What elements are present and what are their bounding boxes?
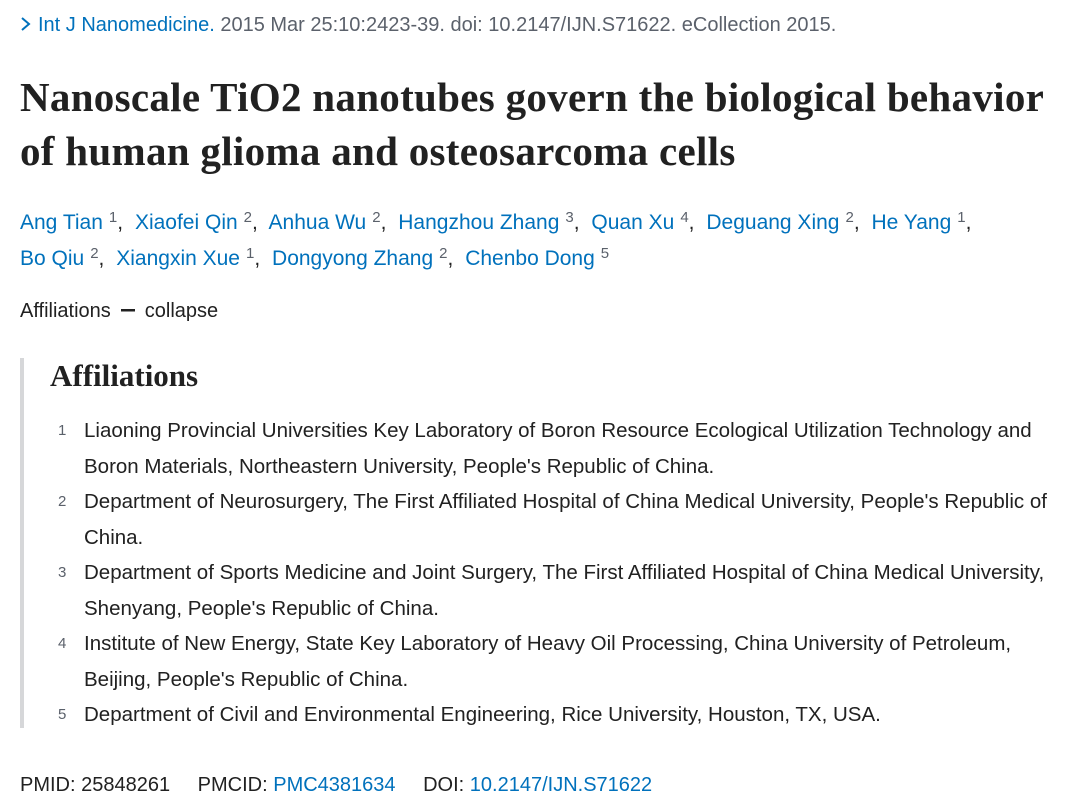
citation: Int J Nanomedicine. 2015 Mar 25:10:2423-… bbox=[20, 14, 836, 37]
toggle-action: collapse bbox=[144, 300, 219, 322]
author-affiliation-ref[interactable]: 2 bbox=[243, 209, 253, 226]
author-link[interactable]: Ang Tian bbox=[20, 211, 103, 234]
affiliation-text: Department of Civil and Environmental En… bbox=[84, 703, 881, 726]
affiliation-number: 2 bbox=[58, 493, 67, 510]
pmcid-label: PMCID: bbox=[197, 774, 268, 796]
author-affiliation-ref[interactable]: 2 bbox=[372, 209, 381, 226]
author-link[interactable]: Xiaofei Qin bbox=[134, 211, 238, 234]
minus-icon bbox=[120, 309, 135, 312]
affiliation-item: 2 Department of Neurosurgery, The First A… bbox=[24, 484, 1078, 555]
author: Quan Xu 4 bbox=[591, 209, 700, 234]
journal-link[interactable]: Int J Nanomedicine. bbox=[38, 14, 215, 36]
doi-link[interactable]: 10.2147/IJN.S71622 bbox=[469, 774, 653, 796]
author-list: Ang Tian 1 Xiaofei Qin 2 Anhua Wu 2 Hangzho… bbox=[20, 205, 1070, 277]
author: Xiaofei Qin 2 bbox=[134, 209, 264, 234]
affiliation-list: 1 Liaoning Provincial Universities Key La… bbox=[24, 413, 1078, 733]
identifiers: PMID: 25848261 PMCID: PMC4381634 DOI: 10… bbox=[20, 774, 652, 797]
affiliation-item: 5 Department of Civil and Environmental E… bbox=[24, 697, 1078, 733]
affiliation-text: Department of Neurosurgery, The First Af… bbox=[84, 490, 1047, 549]
doi-label: DOI: bbox=[423, 774, 465, 796]
author-affiliation-ref[interactable]: 2 bbox=[439, 245, 448, 262]
affiliation-item: 1 Liaoning Provincial Universities Key La… bbox=[24, 413, 1078, 484]
author-link[interactable]: Quan Xu bbox=[591, 211, 675, 234]
author: Ang Tian 1 bbox=[20, 209, 129, 234]
author-link[interactable]: Chenbo Dong bbox=[465, 247, 595, 270]
author: Chenbo Dong 5 bbox=[465, 245, 610, 270]
chevron-icon bbox=[21, 17, 31, 31]
author: Deguang Xing 2 bbox=[706, 209, 865, 234]
author-link[interactable]: Dongyong Zhang bbox=[272, 247, 434, 270]
author-affiliation-ref[interactable]: 3 bbox=[565, 209, 574, 226]
pmid: 25848261 bbox=[81, 774, 171, 796]
affiliation-text: Department of Sports Medicine and Joint … bbox=[84, 561, 1045, 620]
author-link[interactable]: Xiangxin Xue bbox=[116, 247, 240, 270]
author-link[interactable]: Hangzhou Zhang bbox=[398, 211, 560, 234]
citation-details: 2015 Mar 25:10:2423-39. doi: 10.2147/IJN… bbox=[220, 14, 837, 36]
author: He Yang 1 bbox=[871, 209, 978, 234]
author: Bo Qiu 2 bbox=[20, 245, 110, 270]
author-affiliation-ref[interactable]: 1 bbox=[246, 245, 255, 262]
affiliation-number: 3 bbox=[58, 564, 67, 581]
author: Dongyong Zhang 2 bbox=[272, 245, 459, 270]
author-affiliation-ref[interactable]: 5 bbox=[600, 245, 610, 262]
author-affiliation-ref[interactable]: 2 bbox=[845, 209, 854, 226]
author-link[interactable]: Deguang Xing bbox=[706, 211, 840, 234]
affiliations-toggle[interactable]: Affiliations collapse bbox=[20, 300, 218, 323]
author: Anhua Wu 2 bbox=[268, 209, 393, 234]
author-affiliation-ref[interactable]: 1 bbox=[108, 209, 118, 226]
affiliation-item: 3 Department of Sports Medicine and Joint… bbox=[24, 555, 1078, 626]
author-link[interactable]: Bo Qiu bbox=[20, 247, 85, 270]
author-affiliation-ref[interactable]: 1 bbox=[957, 209, 966, 226]
affiliation-number: 1 bbox=[58, 422, 67, 439]
pmcid-link[interactable]: PMC4381634 bbox=[273, 774, 396, 796]
affiliation-text: Institute of New Energy, State Key Labor… bbox=[84, 632, 1012, 691]
author-link[interactable]: Anhua Wu bbox=[268, 211, 367, 234]
affiliation-text: Liaoning Provincial Universities Key Lab… bbox=[84, 419, 1032, 478]
affiliations-heading: Affiliations bbox=[50, 358, 199, 393]
author: Hangzhou Zhang 3 bbox=[398, 209, 585, 234]
pmid-label: PMID: bbox=[20, 774, 76, 796]
author-affiliation-ref[interactable]: 4 bbox=[680, 209, 689, 226]
affiliation-item: 4 Institute of New Energy, State Key Labo… bbox=[24, 626, 1078, 697]
affiliations-panel: Affiliations 1 Liaoning Provincial Univer… bbox=[20, 358, 1080, 728]
author: Xiangxin Xue 1 bbox=[116, 245, 266, 270]
article-title: Nanoscale TiO2 nanotubes govern the biol… bbox=[20, 74, 1044, 174]
affiliation-number: 4 bbox=[58, 635, 67, 652]
affiliation-number: 5 bbox=[58, 706, 67, 723]
author-affiliation-ref[interactable]: 2 bbox=[90, 245, 99, 262]
toggle-label: Affiliations bbox=[20, 300, 111, 322]
author-link[interactable]: He Yang bbox=[871, 211, 952, 234]
